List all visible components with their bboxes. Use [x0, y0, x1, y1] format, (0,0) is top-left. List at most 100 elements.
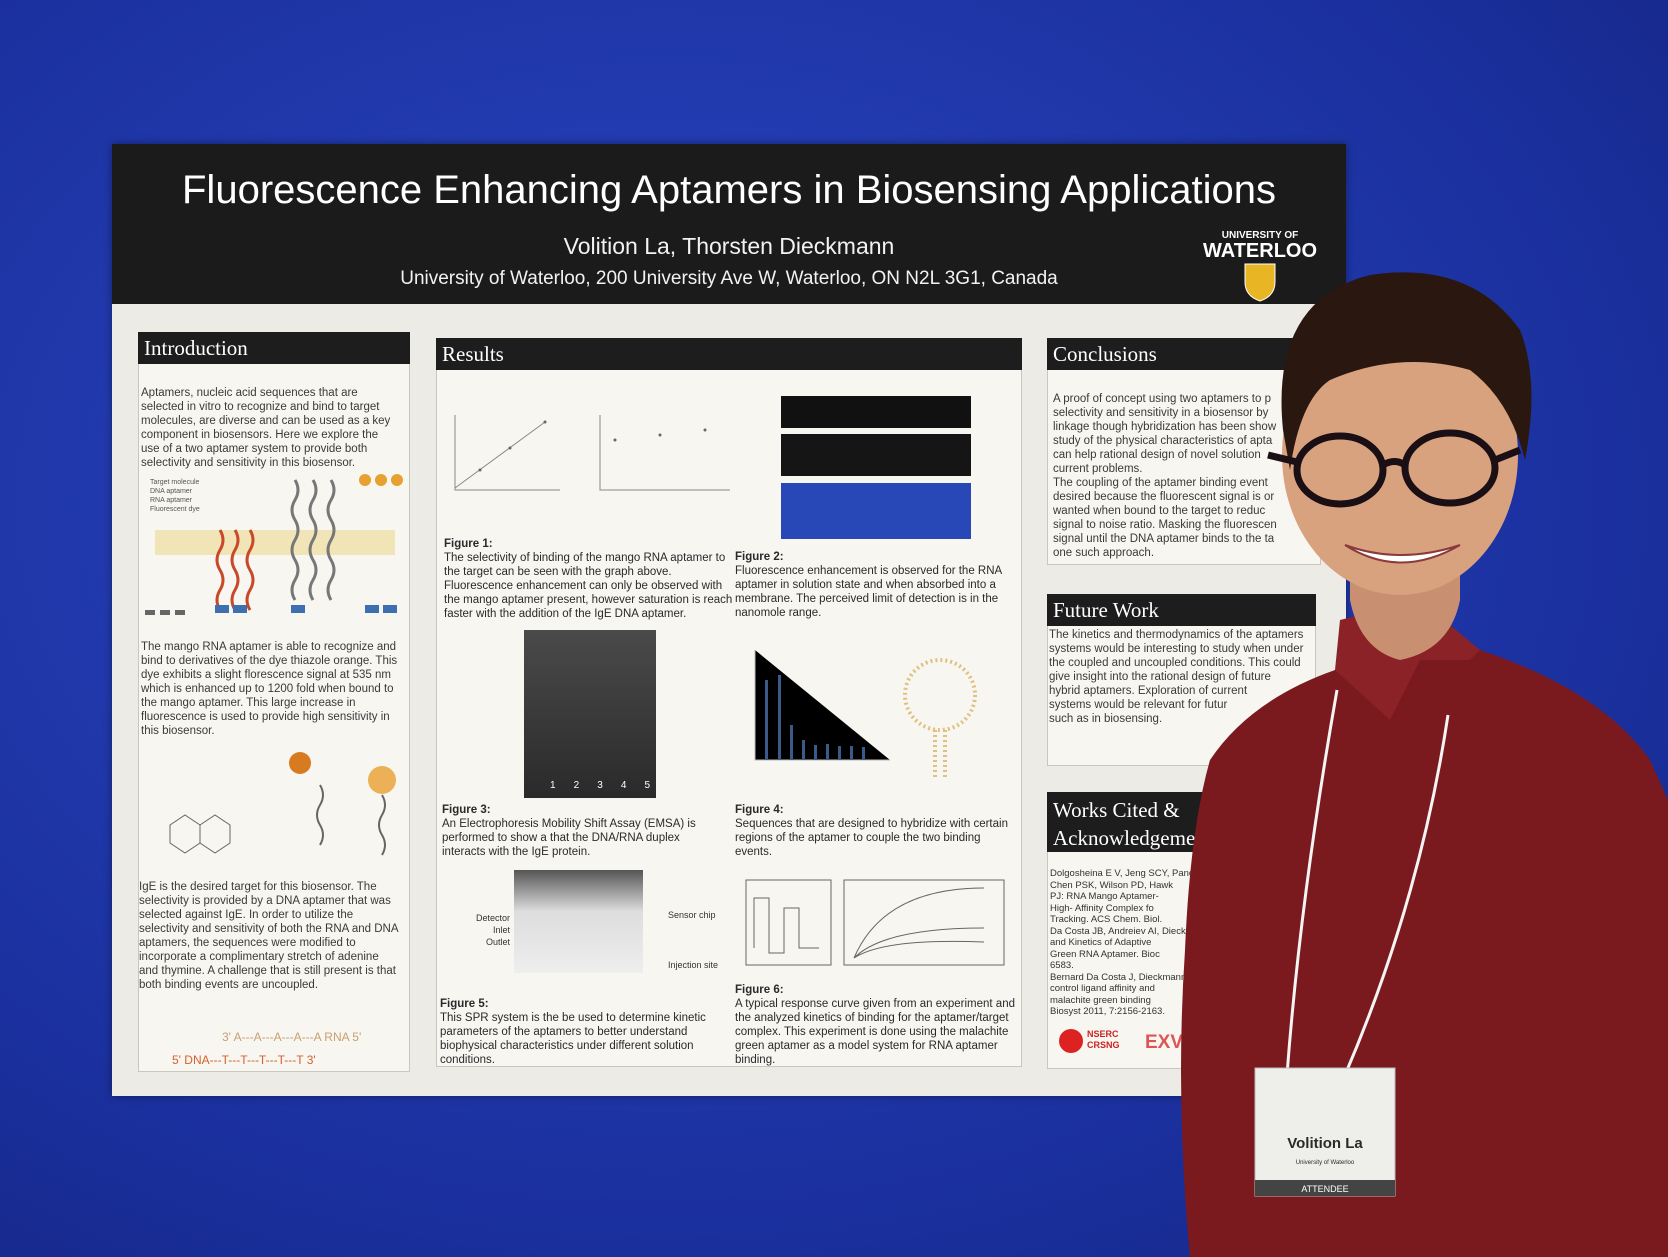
text-line: such as in biosensing.	[1049, 713, 1163, 725]
figure-label: Figure 5:	[440, 998, 489, 1010]
text-line: A proof of concept using two aptamers to…	[1053, 393, 1271, 405]
text-line: and Kinetics of Adaptive	[1050, 937, 1152, 948]
figure-label: Figure 3:	[442, 804, 491, 816]
text-line: Inlet	[492, 925, 510, 935]
text-line: hybrid aptamers. Exploration of current	[1049, 685, 1248, 697]
text-line: Da Costa JB, Andreiev AI, Dieckma	[1050, 925, 1199, 937]
figure-2-image	[781, 434, 971, 476]
badge-role: ATTENDEE	[1301, 1184, 1348, 1194]
text-line: Fluorescent dye	[150, 506, 200, 513]
text-line: systems would be relevant for futur	[1049, 699, 1228, 711]
figure-label: Figure 4:	[735, 804, 784, 816]
spr-label: Sensor chip	[668, 910, 716, 920]
figure-1-graphs	[454, 415, 730, 491]
conclusions-text: A proof of concept using two aptamers to…	[1053, 392, 1277, 560]
figure-6-caption: Figure 6: A typical response curve given …	[735, 983, 1020, 1067]
logo-line: WATERLOO	[1202, 240, 1318, 262]
poster-authors: Volition La, Thorsten Dieckmann	[563, 233, 895, 259]
intro-text: Aptamers, nucleic acid sequences that ar…	[141, 387, 391, 469]
text-line: Green RNA Aptamer. Bioc	[1050, 948, 1160, 960]
text-line: High- Affinity Complex fo	[1050, 902, 1154, 914]
sequence: 3' A---A---A---A---A RNA 5'	[222, 1030, 362, 1044]
conclusions-box	[1047, 338, 1321, 565]
text-line: signal until the DNA aptamer binds to th…	[1053, 533, 1275, 545]
text-line: current problems.	[1053, 463, 1143, 475]
text-line: Biosyst 2011, 7:2156-2163.	[1050, 1006, 1165, 1017]
text-line: Tracking. ACS Chem. Biol.	[1050, 914, 1163, 925]
text-line: 5	[644, 780, 650, 791]
text-line: Acknowledgeme	[1053, 826, 1196, 850]
figure-4-caption: Figure 4: Sequences that are designed to …	[735, 803, 1015, 859]
figure-2-caption: Figure 2: Fluorescence enhancement is obs…	[735, 550, 1005, 620]
text-line: wanted when bound to the target to reduc	[1053, 505, 1266, 517]
legend: Target molecule DNA aptamer RNA aptamer Flu…	[150, 478, 250, 514]
text-line: signal to noise ratio. Masking the fluor…	[1053, 519, 1277, 531]
text-line: malachite green binding	[1050, 994, 1151, 1006]
spr-labels: Detector Inlet Outlet	[452, 912, 510, 948]
figure-5-caption: Figure 5: This SPR system is the be used …	[440, 997, 710, 1067]
text-line: control ligand affinity and	[1050, 983, 1155, 994]
caption: Sequences that are designed to hybridize…	[735, 818, 1008, 858]
text-line: the coupled and uncoupled conditions. Th…	[1049, 657, 1301, 669]
text-line: Works Cited &	[1053, 798, 1180, 822]
intro-box	[138, 332, 410, 1072]
text-line: CRSNG	[1087, 1040, 1120, 1050]
section-heading: Results	[436, 338, 1022, 370]
text-line: systems would be interesting to study wh…	[1049, 643, 1304, 655]
gel-lanes: 1 2 3 4 5	[550, 780, 650, 791]
text-line: can help rational design of novel soluti…	[1053, 449, 1261, 461]
poster-affiliation: University of Waterloo, 200 University A…	[400, 268, 1058, 289]
intro-text: IgE is the desired target for this biose…	[139, 881, 398, 991]
figure-label: Figure 1:	[444, 538, 493, 550]
sponsor-logo	[1058, 1028, 1098, 1056]
logo-crest	[1244, 263, 1276, 302]
text-line: Detector	[475, 913, 510, 923]
maple-leaf	[1059, 1029, 1083, 1053]
works-cited-text: Dolgosheina E V, Jeng SCY, Pancha Chen PS…	[1050, 868, 1205, 1018]
text-line: Bernard Da Costa J, Dieckmann T: E	[1050, 971, 1206, 983]
text-line: The coupling of the aptamer binding even…	[1053, 477, 1268, 489]
text-line: give insight into the rational design of…	[1049, 671, 1271, 683]
logo-line: UNIVERSITY OF	[1221, 230, 1299, 241]
caption: This SPR system is the be used to determ…	[440, 1012, 706, 1066]
text-line: 2	[573, 780, 580, 791]
text-line: 6583.	[1050, 960, 1074, 971]
text-line: Target molecule	[150, 479, 200, 486]
text-line: one such approach.	[1053, 547, 1155, 559]
caption: The selectivity of binding of the mango …	[444, 552, 733, 620]
text-line: NSERC	[1087, 1029, 1119, 1039]
text-line: Chen PSK, Wilson PD, Hawk	[1050, 879, 1174, 891]
caption: Fluorescence enhancement is observed for…	[735, 565, 1002, 619]
text-line: RNA aptamer	[150, 497, 193, 504]
text-line: Outlet	[485, 937, 510, 947]
text-line: Dolgosheina E V, Jeng SCY, Pancha	[1050, 868, 1205, 879]
figure-5-photo	[514, 870, 643, 973]
text-line: The kinetics and thermodynamics of the a…	[1049, 629, 1304, 641]
figure-3-gel	[524, 630, 656, 798]
text-line: 3	[597, 780, 603, 791]
figure-2-image	[781, 483, 971, 539]
section-heading: Introduction	[138, 332, 410, 364]
figure-1-caption: Figure 1: The selectivity of binding of t…	[444, 537, 734, 621]
figure-label: Figure 6:	[735, 984, 784, 996]
figure-4-chart	[754, 650, 977, 780]
figure-3-caption: Figure 3: An Electrophoresis Mobility Shi…	[442, 803, 702, 859]
sequence: 5' DNA---T---T---T---T---T 3'	[172, 1053, 316, 1067]
poster-header	[112, 144, 1346, 304]
figure-2-image	[781, 396, 971, 428]
text-line: DNA aptamer	[150, 488, 193, 495]
intro-text: The mango RNA aptamer is able to recogni…	[141, 641, 398, 737]
text-line: desired because the fluorescent signal i…	[1053, 491, 1275, 503]
text-line: PJ: RNA Mango Aptamer-	[1050, 891, 1159, 902]
caption: An Electrophoresis Mobility Shift Assay …	[442, 818, 696, 858]
molecule-diagram	[169, 752, 396, 856]
caption: A typical response curve given from an e…	[735, 998, 1015, 1066]
text-line: study of the physical characteristics of…	[1053, 435, 1273, 447]
text-line: 1	[550, 780, 556, 791]
section-heading: Future Work	[1047, 594, 1316, 626]
badge-name: Volition La	[1287, 1135, 1363, 1152]
figure-6-curves	[745, 879, 1005, 966]
text-line: linkage though hybridization has been sh…	[1053, 421, 1277, 433]
sponsor-nserc: NSERC CRSNG	[1087, 1029, 1120, 1051]
